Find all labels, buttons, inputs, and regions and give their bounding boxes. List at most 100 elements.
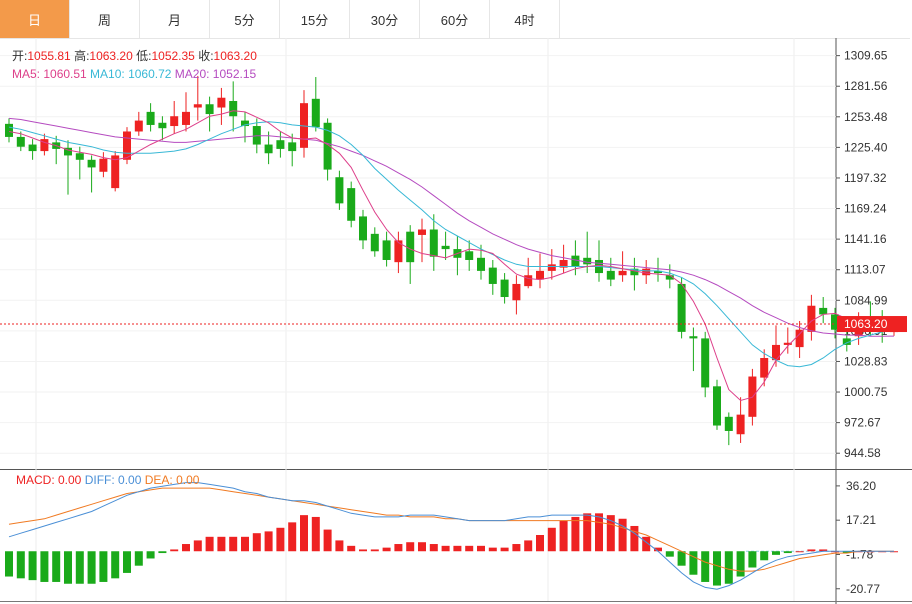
- candle-body: [500, 279, 509, 298]
- macd-tick-label: -20.77: [846, 582, 880, 596]
- candle-body: [418, 229, 426, 235]
- macd-bar: [300, 515, 308, 552]
- candle-body: [783, 342, 792, 345]
- tab-6[interactable]: 60分: [420, 0, 490, 38]
- candle-body: [300, 103, 308, 148]
- candle-body: [724, 416, 733, 431]
- candle-body: [701, 338, 710, 388]
- macd-bar: [28, 551, 37, 581]
- candle-body: [229, 100, 238, 117]
- kline-chart: 1309.65 1281.56 1253.48 1225.40 1197.32 1169.…: [0, 38, 912, 604]
- candle-body: [559, 259, 568, 268]
- candle-body: [5, 123, 13, 137]
- candle-body: [618, 270, 627, 276]
- macd-bar: [123, 551, 131, 573]
- macd-bar: [382, 547, 391, 552]
- candle-body: [606, 270, 615, 280]
- ma10-line: [8, 121, 895, 368]
- macd-bar: [453, 545, 462, 552]
- price-tick-label: 1281.56: [844, 79, 888, 93]
- macd-bar: [477, 545, 485, 552]
- candle-body: [736, 414, 745, 435]
- candle-body: [795, 329, 804, 348]
- candle-body: [488, 267, 497, 284]
- tab-1[interactable]: 周: [70, 0, 140, 38]
- candle-body: [524, 275, 533, 287]
- price-tick-label: 1225.40: [844, 140, 888, 154]
- macd-bar: [772, 551, 780, 555]
- macd-bar: [370, 549, 379, 552]
- macd-bar: [193, 540, 202, 552]
- candle-body: [16, 136, 25, 147]
- candle-body: [123, 131, 131, 160]
- candle-body: [382, 240, 391, 260]
- candle-body: [134, 120, 143, 132]
- macd-bar: [5, 551, 13, 577]
- current-price-label: 1063.20: [844, 317, 888, 331]
- macd-bar: [689, 551, 698, 575]
- macd-bar: [736, 551, 745, 577]
- macd-bar: [406, 542, 415, 552]
- tab-7[interactable]: 4时: [490, 0, 560, 38]
- candle-body: [441, 245, 450, 250]
- price-tick-label: 1141.16: [844, 232, 887, 246]
- candle-body: [264, 144, 273, 154]
- candle-body: [323, 122, 332, 170]
- candle-body: [335, 177, 344, 204]
- macd-bar: [276, 527, 285, 552]
- macd-bar: [583, 513, 592, 552]
- macd-bar: [418, 542, 426, 552]
- macd-tick-label: 17.21: [846, 513, 876, 527]
- candle-body: [394, 240, 403, 263]
- candle-body: [158, 122, 167, 129]
- candle-body: [28, 144, 37, 152]
- macd-bar: [182, 544, 190, 552]
- price-tick-label: 1253.48: [844, 110, 888, 124]
- macd-bar: [559, 520, 568, 552]
- candle-body: [429, 229, 438, 257]
- candle-body: [241, 120, 249, 127]
- candle-body: [807, 305, 816, 332]
- candle-body: [99, 158, 108, 172]
- macd-bar: [311, 516, 320, 552]
- price-tick-label: 1309.65: [844, 49, 888, 63]
- price-tick-label: 1084.99: [844, 293, 888, 307]
- candle-body: [760, 358, 769, 378]
- macd-bar: [760, 551, 769, 561]
- candle-body: [276, 140, 285, 149]
- tab-2[interactable]: 月: [140, 0, 210, 38]
- macd-bar: [288, 522, 297, 552]
- tab-5[interactable]: 30分: [350, 0, 420, 38]
- macd-bar: [571, 516, 580, 552]
- macd-bar: [842, 551, 851, 554]
- macd-bar: [87, 551, 96, 584]
- macd-bar: [536, 535, 544, 552]
- macd-bar: [158, 551, 167, 554]
- macd-bar: [677, 551, 686, 566]
- candle-body: [359, 216, 367, 241]
- candle-body: [370, 233, 379, 252]
- candle-body: [477, 257, 485, 271]
- macd-bar: [512, 544, 521, 552]
- candle-body: [665, 275, 674, 280]
- macd-bar: [241, 536, 249, 552]
- price-tick-label: 1000.75: [844, 385, 888, 399]
- macd-bar: [64, 551, 72, 584]
- tab-4[interactable]: 15分: [280, 0, 350, 38]
- macd-bar: [665, 551, 674, 557]
- candle-body: [677, 283, 686, 332]
- candle-body: [252, 126, 261, 145]
- macd-bar: [642, 536, 651, 552]
- candle-body: [87, 159, 96, 168]
- candle-body: [512, 283, 521, 301]
- macd-bar: [654, 547, 662, 552]
- diff-line: [8, 482, 894, 590]
- tab-0[interactable]: 日: [0, 0, 70, 38]
- macd-bar: [547, 527, 556, 552]
- macd-bar: [488, 547, 497, 552]
- candle-body: [654, 270, 662, 274]
- macd-bar: [701, 551, 710, 582]
- price-tick-label: 1197.32: [844, 171, 887, 185]
- tab-3[interactable]: 5分: [210, 0, 280, 38]
- candle-body: [831, 314, 839, 330]
